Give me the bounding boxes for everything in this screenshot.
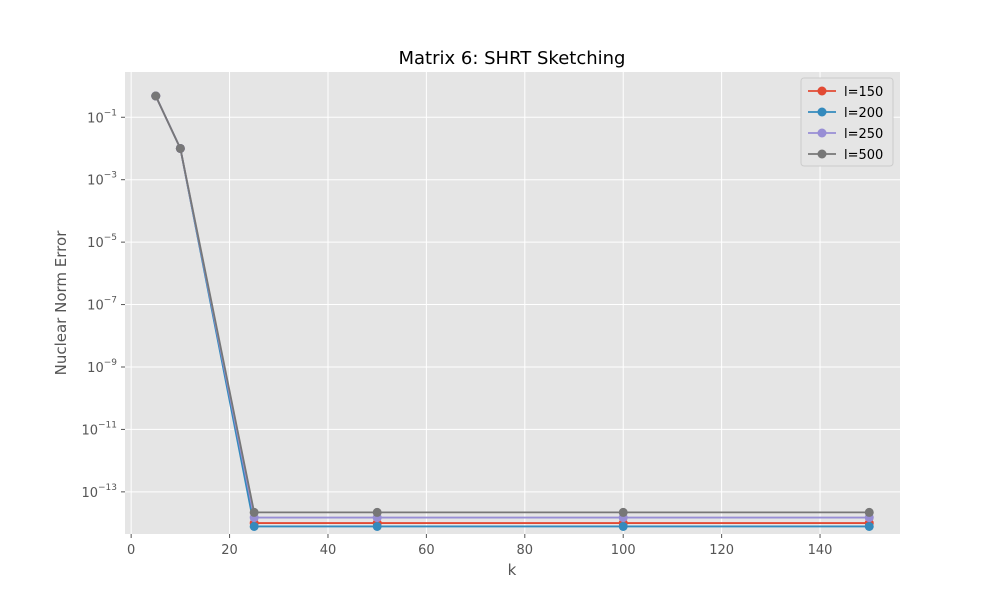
data-point: [618, 521, 628, 531]
legend-label: l=500: [844, 148, 883, 163]
legend-label: l=150: [844, 85, 883, 100]
data-point: [372, 507, 382, 517]
legend-marker: [817, 128, 827, 138]
plot-area: [125, 72, 900, 534]
grid: [125, 72, 900, 534]
x-tick-label: 20: [221, 543, 238, 558]
legend-marker: [817, 149, 827, 159]
data-point: [175, 143, 185, 153]
x-tick-label: 140: [808, 543, 833, 558]
series-group: [151, 91, 874, 531]
x-tick-label: 40: [320, 543, 337, 558]
data-point: [249, 507, 259, 517]
y-tick-label: 10−3: [87, 171, 117, 189]
legend-marker: [817, 107, 827, 117]
x-tick-label: 80: [517, 543, 534, 558]
y-tick-label: 10−9: [87, 358, 117, 376]
series-line: [154, 95, 870, 514]
y-tick-label: 10−1: [87, 108, 117, 126]
data-point: [618, 507, 628, 517]
y-tick-label: 10−7: [87, 296, 117, 314]
data-point: [864, 507, 874, 517]
data-point: [249, 521, 259, 531]
legend-label: l=200: [844, 106, 883, 121]
data-point: [151, 91, 161, 101]
x-tick-label: 120: [709, 543, 734, 558]
x-axis-label: k: [508, 561, 517, 579]
x-tick-label: 0: [127, 543, 135, 558]
data-point: [864, 521, 874, 531]
y-axis-label: Nuclear Norm Error: [52, 230, 70, 376]
data-point: [372, 521, 382, 531]
legend-marker: [817, 86, 827, 96]
x-axis-ticks: 0 20 40 60 80 100 120 140: [127, 534, 832, 558]
y-tick-label: 10−11: [81, 420, 117, 438]
legend: l=150 l=200 l=250 l=500: [800, 77, 894, 167]
x-tick-label: 60: [418, 543, 435, 558]
legend-label: l=250: [844, 127, 883, 142]
chart-title: Matrix 6: SHRT Sketching: [399, 48, 626, 69]
y-tick-label: 10−13: [81, 483, 117, 501]
x-tick-label: 100: [611, 543, 636, 558]
series-l=500: [151, 91, 874, 517]
y-axis-ticks: 10−13 10−11 10−9 10−7 10−5 10−3 10−1: [81, 108, 125, 501]
legend-box: [800, 77, 894, 167]
y-tick-label: 10−5: [87, 233, 117, 251]
